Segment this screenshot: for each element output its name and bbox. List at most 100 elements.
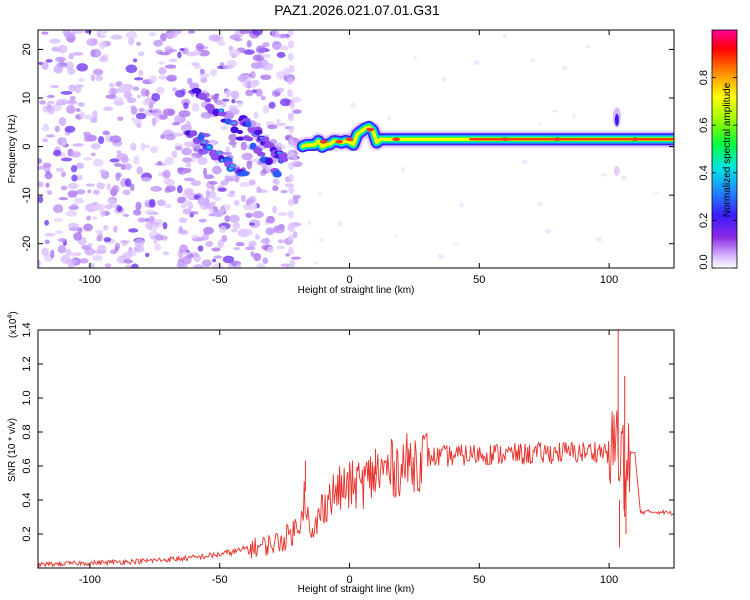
spectrogram-noise-blob xyxy=(76,174,83,181)
spectrogram-noise-blob xyxy=(160,134,166,140)
spectrogram-noise-blob xyxy=(230,228,238,233)
spectrogram-noise-blob xyxy=(117,116,124,122)
spectrogram-noise-blob xyxy=(236,263,241,268)
spectrogram-noise-blob xyxy=(67,190,78,198)
spectrogram-noise-blob xyxy=(114,246,119,252)
spectrogram-noise-blob xyxy=(68,252,79,257)
spectrogram-noise-blob xyxy=(190,180,201,187)
spectrogram-noise-blob xyxy=(217,41,227,46)
spectrogram-noise-blob xyxy=(60,254,71,264)
spectrogram-noise-blob xyxy=(154,243,162,252)
spectrogram-noise-blob xyxy=(131,263,139,268)
colorbar-tick-label: 0.8 xyxy=(698,70,710,85)
spectrogram-trace-blob xyxy=(245,120,252,128)
spectrogram-noise-blob xyxy=(84,114,92,120)
spectrogram-noise-blob xyxy=(160,32,167,42)
spectrogram-noise-blob xyxy=(233,246,241,251)
x-tick-label: 50 xyxy=(473,574,485,586)
spectrogram-noise-blob xyxy=(189,211,199,215)
spectrogram-noise-blob xyxy=(91,38,98,46)
spectrogram-noise-blob xyxy=(126,249,137,257)
spectrogram-noise-blob xyxy=(268,101,276,109)
spectrogram-noise-blob xyxy=(158,67,167,75)
spectrogram-noise-blob xyxy=(125,31,138,40)
spectrogram-noise-blob xyxy=(151,93,161,102)
spectrogram-noise-blob xyxy=(150,185,163,192)
spectrogram-noise-blob xyxy=(205,240,214,247)
spectrogram-noise-blob xyxy=(187,30,196,34)
spectrogram-noise-blob xyxy=(292,231,298,239)
spectrogram-noise-blob xyxy=(441,76,447,83)
x-tick-label: 0 xyxy=(346,274,352,286)
spectrogram-noise-blob xyxy=(228,48,241,58)
spectrogram-streak-blob xyxy=(288,186,295,195)
spectrogram-noise-blob xyxy=(235,241,245,247)
colorbar-tick-label: 0.2 xyxy=(698,213,710,228)
spectrogram-noise-blob xyxy=(171,121,181,126)
spectrogram-noise-blob xyxy=(106,183,111,191)
spectrogram-noise-blob xyxy=(211,247,221,252)
spectrogram-noise-blob xyxy=(42,123,49,128)
spectrogram-noise-blob xyxy=(142,99,151,106)
spectrogram-noise-blob xyxy=(245,212,253,219)
x-tick-label: 0 xyxy=(346,574,352,586)
spectrogram-noise-blob xyxy=(199,68,205,75)
spectrogram-noise-blob xyxy=(42,138,48,143)
y-tick-label: 1.4 xyxy=(21,322,33,337)
spectrogram-frame xyxy=(37,29,675,269)
spectrogram-noise-blob xyxy=(253,252,262,262)
spectrogram-noise-blob xyxy=(158,61,165,65)
spectrogram-noise-blob xyxy=(174,145,183,151)
spectrogram-noise-blob xyxy=(219,225,227,234)
spectrogram-noise-blob xyxy=(55,167,65,172)
spectrogram-noise-blob xyxy=(125,264,133,268)
colorbar-tick-label: 0.0 xyxy=(698,254,710,269)
spectrogram-noise-blob xyxy=(256,263,266,268)
spectrogram-noise-blob xyxy=(229,34,241,39)
snr-scale-base: (x10 xyxy=(8,318,19,338)
snr-y-axis: 0.2 0.4 0.6 0.8 1.0 1.2 1.4 xyxy=(21,322,674,542)
spectrogram-noise-blob xyxy=(92,189,100,195)
spectrogram-noise-blob xyxy=(151,117,157,127)
spectrogram-noise-blob xyxy=(79,258,89,264)
spectrogram-noise-blob xyxy=(92,68,104,76)
spectrogram-noise-blob xyxy=(178,110,191,118)
spectrogram-noise-blob xyxy=(130,183,135,192)
spectrogram-trace-core xyxy=(219,109,224,112)
spectrogram-noise-blob xyxy=(124,178,132,188)
spectrogram-noise-blob xyxy=(249,222,255,226)
spectrogram-noise-blob xyxy=(57,245,67,254)
spectrogram-marks xyxy=(38,30,674,268)
spectrogram-noise-blob xyxy=(191,155,197,163)
spectrogram-noise-blob xyxy=(207,190,217,199)
snr-frame xyxy=(37,329,675,569)
spectrogram-noise-blob xyxy=(44,239,50,245)
spectrogram-hot-spot xyxy=(553,137,562,142)
spectrogram-noise-blob xyxy=(56,98,69,104)
spectrogram-noise-blob xyxy=(71,30,84,34)
spectrogram-noise-blob xyxy=(245,246,256,251)
spectrogram-noise-blob xyxy=(209,207,215,214)
spectrogram-noise-blob xyxy=(136,166,143,175)
spectrogram-noise-blob xyxy=(72,51,84,56)
spectrogram-hot-spot xyxy=(335,139,344,144)
spectrogram-noise-blob xyxy=(164,134,176,141)
spectrogram-noise-blob xyxy=(61,141,67,147)
spectrogram-trace-core xyxy=(207,146,212,149)
spectrogram-hot-spot xyxy=(631,137,640,142)
spectrogram-noise-blob xyxy=(209,180,218,185)
spectrogram-noise-blob xyxy=(71,174,78,182)
spectrogram-noise-blob xyxy=(121,155,129,164)
colorbar-gradient xyxy=(711,29,738,269)
spectrogram-noise-blob xyxy=(60,157,73,162)
spectrogram-noise-blob xyxy=(248,240,257,247)
spectrogram-noise-blob xyxy=(277,212,289,216)
spectrogram-noise-blob xyxy=(130,106,138,115)
spectrogram-trace-blob xyxy=(204,97,212,103)
spectrogram-noise-blob xyxy=(217,239,224,249)
colorbar-ticks: 0.0 0.2 0.4 0.6 0.8 xyxy=(698,70,737,270)
spectrogram-streak-blob xyxy=(287,222,294,231)
spectrogram-noise-blob xyxy=(171,150,178,159)
spectrogram-noise-blob xyxy=(292,109,302,114)
spectrogram-noise-blob xyxy=(122,189,131,196)
